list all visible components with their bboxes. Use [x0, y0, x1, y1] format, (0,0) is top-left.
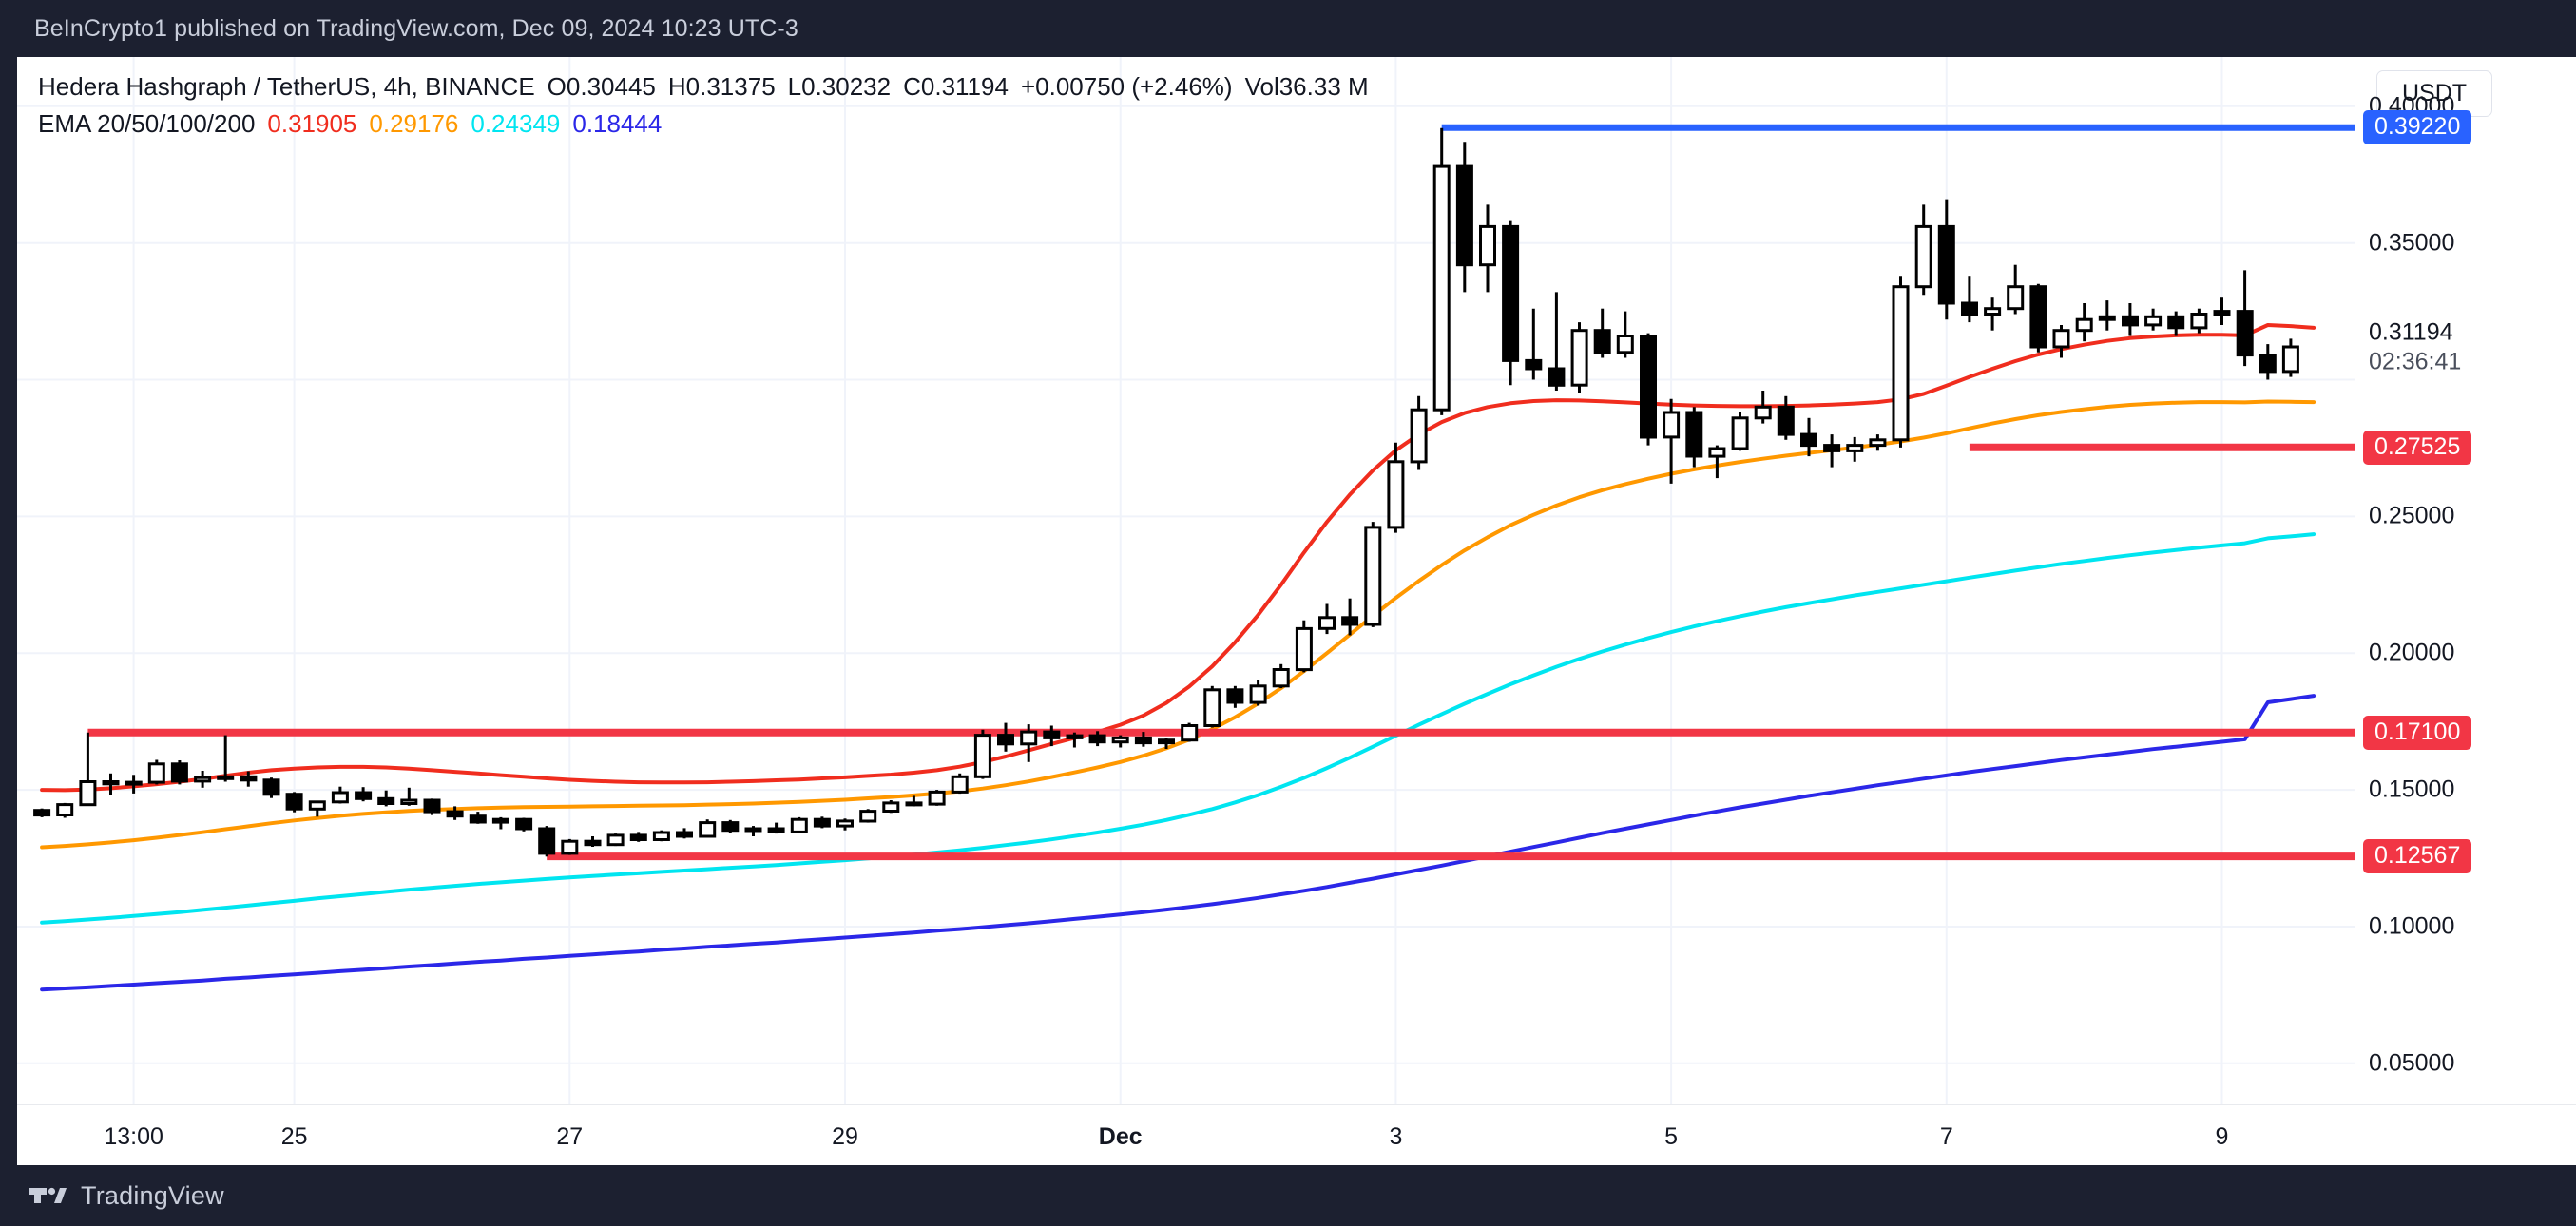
price-tick-label: 0.20000 [2369, 639, 2455, 666]
price-tick-label: 0.10000 [2369, 912, 2455, 940]
price-tick-label: 0.25000 [2369, 502, 2455, 529]
plot-svg [17, 57, 2355, 1104]
price-line-badge[interactable]: 0.39220 [2363, 110, 2472, 145]
price-line-badge[interactable]: 0.27525 [2363, 430, 2472, 465]
time-tick-label: 25 [280, 1123, 308, 1150]
ema-lines [40, 323, 2316, 992]
tradingview-logo-icon [29, 1182, 67, 1209]
time-tick-label: 13:00 [104, 1123, 163, 1150]
price-line-badge[interactable]: 0.12567 [2363, 839, 2472, 874]
time-tick-label: 7 [1939, 1123, 1953, 1150]
attribution-text: BeInCrypto1 published on TradingView.com… [34, 14, 798, 42]
last-price-label: 0.31194 02:36:41 [2369, 318, 2461, 376]
time-tick-label: Dec [1098, 1123, 1143, 1150]
attribution-bar: BeInCrypto1 published on TradingView.com… [0, 0, 2576, 57]
price-tick-label: 0.15000 [2369, 776, 2455, 803]
time-tick-label: 27 [556, 1123, 584, 1150]
candlestick-series [33, 127, 2299, 857]
plot-area[interactable] [17, 57, 2355, 1165]
footer-bar: TradingView [0, 1165, 2576, 1226]
price-tick-label: 0.35000 [2369, 229, 2455, 257]
currency-chip[interactable]: USDT [2376, 70, 2493, 117]
chart-panel: Hedera Hashgraph / TetherUS, 4h, BINANCE… [17, 57, 2576, 1165]
time-tick-label: 9 [2215, 1123, 2229, 1150]
price-line-badge[interactable]: 0.17100 [2363, 715, 2472, 750]
tradingview-brand-label: TradingView [81, 1180, 224, 1210]
time-tick-label: 3 [1389, 1123, 1403, 1150]
bar-countdown: 02:36:41 [2369, 348, 2462, 375]
price-scale[interactable]: USDT 0.40000 0.35000 0.31194 02:36:41 0.2500… [2355, 57, 2576, 1165]
grid-lines [17, 57, 2355, 1104]
horizontal-price-lines [87, 124, 2355, 861]
time-scale[interactable]: 13:00 25 27 29 Dec 3 5 7 9 [17, 1104, 2576, 1165]
price-tick-label: 0.05000 [2369, 1049, 2455, 1077]
time-tick-label: 29 [832, 1123, 858, 1150]
time-tick-label: 5 [1664, 1123, 1679, 1150]
last-price-value: 0.31194 [2369, 318, 2453, 346]
